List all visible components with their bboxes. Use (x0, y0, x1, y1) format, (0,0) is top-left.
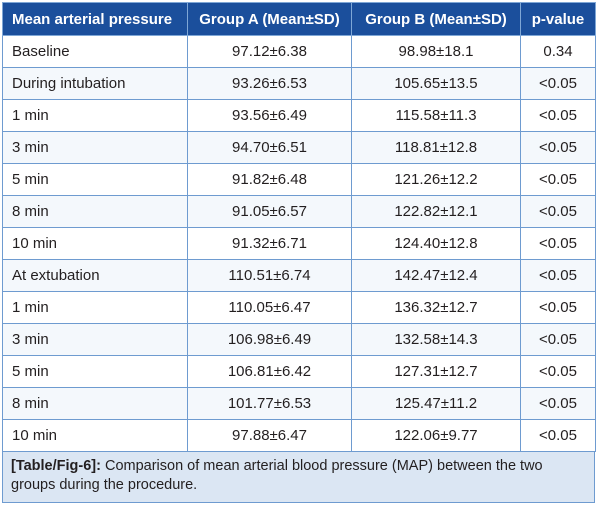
p-value: 0.34 (520, 35, 596, 68)
p-value: <0.05 (520, 163, 596, 196)
row-label: 10 min (2, 419, 188, 452)
row-label: During intubation (2, 67, 188, 100)
table-header: Mean arterial pressure Group A (Mean±SD)… (2, 2, 596, 36)
row-label: 5 min (2, 163, 188, 196)
p-value: <0.05 (520, 419, 596, 452)
group-a-value: 110.05±6.47 (187, 291, 352, 324)
group-a-value: 91.32±6.71 (187, 227, 352, 260)
group-b-value: 118.81±12.8 (351, 131, 521, 164)
group-a-value: 101.77±6.53 (187, 387, 352, 420)
table-row: 1 min 93.56±6.49 115.58±11.3 <0.05 (2, 99, 596, 132)
row-label: 10 min (2, 227, 188, 260)
table-row: At extubation 110.51±6.74 142.47±12.4 <0… (2, 259, 596, 292)
table-row: During intubation 93.26±6.53 105.65±13.5… (2, 67, 596, 100)
group-b-value: 121.26±12.2 (351, 163, 521, 196)
header-p-value: p-value (520, 2, 596, 36)
table-row: 3 min 106.98±6.49 132.58±14.3 <0.05 (2, 323, 596, 356)
group-b-value: 105.65±13.5 (351, 67, 521, 100)
header-group-a: Group A (Mean±SD) (187, 2, 352, 36)
p-value: <0.05 (520, 99, 596, 132)
group-a-value: 91.05±6.57 (187, 195, 352, 228)
group-a-value: 91.82±6.48 (187, 163, 352, 196)
table-body: Baseline 97.12±6.38 98.98±18.1 0.34 Duri… (2, 35, 596, 452)
table-row: 3 min 94.70±6.51 118.81±12.8 <0.05 (2, 131, 596, 164)
row-label: 8 min (2, 387, 188, 420)
table-row: 5 min 91.82±6.48 121.26±12.2 <0.05 (2, 163, 596, 196)
table-row: Baseline 97.12±6.38 98.98±18.1 0.34 (2, 35, 596, 68)
row-label: 1 min (2, 99, 188, 132)
group-a-value: 97.12±6.38 (187, 35, 352, 68)
group-b-value: 132.58±14.3 (351, 323, 521, 356)
caption-label: [Table/Fig-6]: (11, 458, 101, 474)
group-b-value: 115.58±11.3 (351, 99, 521, 132)
p-value: <0.05 (520, 67, 596, 100)
table-row: 5 min 106.81±6.42 127.31±12.7 <0.05 (2, 355, 596, 388)
row-label: Baseline (2, 35, 188, 68)
p-value: <0.05 (520, 259, 596, 292)
row-label: 1 min (2, 291, 188, 324)
group-a-value: 94.70±6.51 (187, 131, 352, 164)
header-group-b: Group B (Mean±SD) (351, 2, 521, 36)
group-a-value: 106.98±6.49 (187, 323, 352, 356)
table-row: 10 min 97.88±6.47 122.06±9.77 <0.05 (2, 419, 596, 452)
row-label: 8 min (2, 195, 188, 228)
row-label: At extubation (2, 259, 188, 292)
group-b-value: 124.40±12.8 (351, 227, 521, 260)
p-value: <0.05 (520, 355, 596, 388)
row-label: 3 min (2, 131, 188, 164)
group-a-value: 110.51±6.74 (187, 259, 352, 292)
header-row: Mean arterial pressure Group A (Mean±SD)… (2, 2, 596, 36)
p-value: <0.05 (520, 323, 596, 356)
group-b-value: 142.47±12.4 (351, 259, 521, 292)
table-row: 8 min 101.77±6.53 125.47±11.2 <0.05 (2, 387, 596, 420)
row-label: 5 min (2, 355, 188, 388)
group-a-value: 97.88±6.47 (187, 419, 352, 452)
p-value: <0.05 (520, 291, 596, 324)
map-comparison-table: Mean arterial pressure Group A (Mean±SD)… (2, 2, 596, 452)
group-b-value: 127.31±12.7 (351, 355, 521, 388)
header-mean-arterial-pressure: Mean arterial pressure (2, 2, 188, 36)
group-b-value: 136.32±12.7 (351, 291, 521, 324)
p-value: <0.05 (520, 195, 596, 228)
group-b-value: 98.98±18.1 (351, 35, 521, 68)
group-a-value: 93.56±6.49 (187, 99, 352, 132)
group-b-value: 125.47±11.2 (351, 387, 521, 420)
table-row: 10 min 91.32±6.71 124.40±12.8 <0.05 (2, 227, 596, 260)
table-row: 1 min 110.05±6.47 136.32±12.7 <0.05 (2, 291, 596, 324)
group-a-value: 106.81±6.42 (187, 355, 352, 388)
p-value: <0.05 (520, 227, 596, 260)
table-row: 8 min 91.05±6.57 122.82±12.1 <0.05 (2, 195, 596, 228)
table-caption: [Table/Fig-6]: Comparison of mean arteri… (2, 451, 595, 503)
row-label: 3 min (2, 323, 188, 356)
group-b-value: 122.06±9.77 (351, 419, 521, 452)
group-a-value: 93.26±6.53 (187, 67, 352, 100)
caption-text: Comparison of mean arterial blood pressu… (11, 458, 543, 493)
group-b-value: 122.82±12.1 (351, 195, 521, 228)
p-value: <0.05 (520, 387, 596, 420)
p-value: <0.05 (520, 131, 596, 164)
